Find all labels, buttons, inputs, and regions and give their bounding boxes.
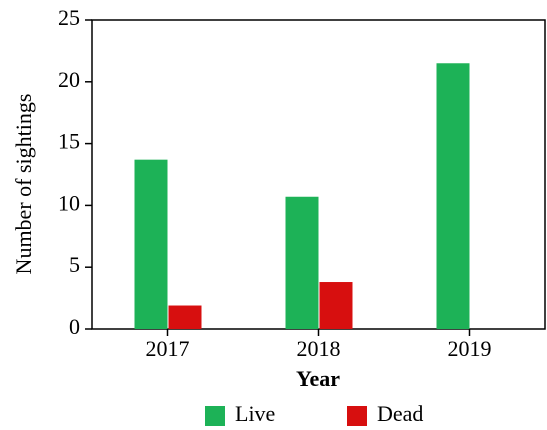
bar <box>319 282 353 329</box>
legend-label: Live <box>235 401 275 426</box>
bar <box>285 196 319 329</box>
x-axis-label: Year <box>296 366 340 391</box>
y-tick-label: 10 <box>58 190 80 215</box>
legend-label: Dead <box>377 401 423 426</box>
x-tick-label: 2018 <box>297 336 341 361</box>
bar <box>134 159 168 329</box>
bar <box>436 63 470 329</box>
y-tick-label: 15 <box>58 129 80 154</box>
y-tick-label: 5 <box>69 252 80 277</box>
legend-swatch <box>347 406 367 426</box>
y-axis-label: Number of sightings <box>11 94 36 275</box>
x-tick-label: 2019 <box>448 336 492 361</box>
bar <box>168 305 202 329</box>
x-tick-label: 2017 <box>146 336 190 361</box>
y-tick-label: 25 <box>58 5 80 30</box>
y-tick-label: 0 <box>69 314 80 339</box>
legend-swatch <box>205 406 225 426</box>
y-tick-label: 20 <box>58 67 80 92</box>
